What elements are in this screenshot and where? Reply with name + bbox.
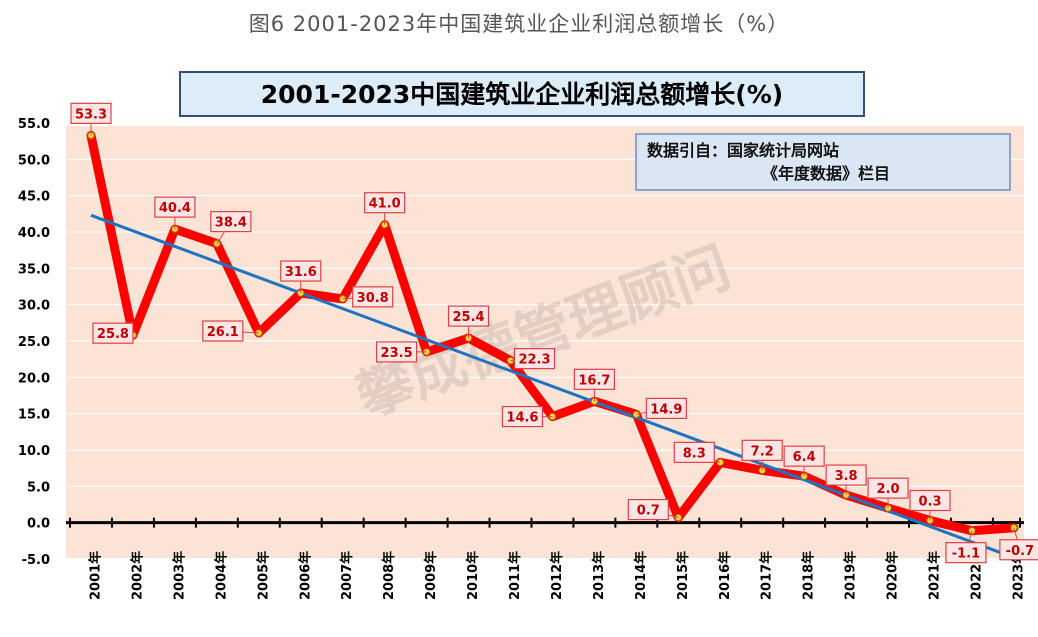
y-tick-label: 40.0 xyxy=(18,226,50,241)
x-tick-label: 2004年 xyxy=(213,551,229,600)
x-tick-label: 2002年 xyxy=(129,551,145,600)
trendline-arrow xyxy=(90,213,1017,561)
data-label-box xyxy=(645,397,687,419)
y-tick-label: 50.0 xyxy=(18,153,50,168)
data-label: 40.4 xyxy=(159,201,191,216)
data-label: 14.6 xyxy=(506,411,538,426)
data-label-box xyxy=(867,477,909,499)
data-point xyxy=(1010,524,1018,532)
data-label: -0.7 xyxy=(1006,544,1034,559)
x-tick-label: 2017年 xyxy=(759,551,775,600)
y-tick-label: 30.0 xyxy=(18,299,50,314)
data-label-box xyxy=(945,542,987,564)
x-tick-label: 2005年 xyxy=(255,551,271,600)
data-point xyxy=(968,526,976,535)
data-label-box xyxy=(573,368,616,390)
data-label: 30.8 xyxy=(357,291,389,306)
x-tick-label: 2019年 xyxy=(843,551,859,600)
data-label-box xyxy=(741,439,783,461)
data-label-box xyxy=(376,341,418,363)
chart-title-box: 2001-2023中国建筑业企业利润总额增长(%) xyxy=(179,71,865,117)
data-label-box xyxy=(210,211,252,233)
data-label: 3.8 xyxy=(835,469,858,484)
data-label-box xyxy=(92,322,134,344)
x-tick-label: 2009年 xyxy=(423,551,439,600)
chart-svg: 55.0 50.0 45.0 40.0 35.0 30.0 25.0 20.0 15.0 10.0… xyxy=(18,71,1038,600)
x-tick-label: 2014年 xyxy=(633,551,649,600)
y-tick-label: 10.0 xyxy=(18,444,50,459)
data-label: -1.1 xyxy=(952,547,980,562)
x-tick-label: 2021年 xyxy=(927,551,943,600)
data-label-box xyxy=(352,286,394,308)
y-tick-label: 25.0 xyxy=(18,335,50,350)
data-label-box xyxy=(202,320,244,342)
x-tick-label: 2023年 xyxy=(1010,551,1026,600)
data-label-box xyxy=(825,464,867,486)
data-label: 0.3 xyxy=(918,494,941,509)
y-tick-label: 35.0 xyxy=(18,262,50,277)
data-label: 16.7 xyxy=(578,373,610,388)
y-tick-label: 5.0 xyxy=(27,480,50,495)
data-label-box xyxy=(513,348,556,370)
x-tick-label: 2020年 xyxy=(885,551,901,600)
data-label: 25.8 xyxy=(97,327,129,342)
data-label: 53.3 xyxy=(75,107,107,122)
data-label: 7.2 xyxy=(751,444,774,459)
data-labels: 53.3 25.8 40.4 38.4 26.1 31.6 30.8 41.0 23.5 25.4… xyxy=(70,102,1038,564)
data-label-box xyxy=(501,405,544,428)
y-tick-label: 0.0 xyxy=(27,517,50,532)
data-label-box xyxy=(70,102,112,124)
data-label-box xyxy=(999,539,1038,561)
data-label: 8.3 xyxy=(683,446,706,461)
source-note-line1: 数据引自：国家统计局网站 xyxy=(647,141,839,160)
chart-title: 2001-2023中国建筑业企业利润总额增长(%) xyxy=(261,80,783,109)
data-label-box xyxy=(627,498,669,521)
x-tick-label: 2010年 xyxy=(465,551,481,600)
y-tick-label: 55.0 xyxy=(18,117,50,132)
trendline xyxy=(90,213,1017,561)
x-tick-label: 2001年 xyxy=(88,551,104,600)
y-tick-label: 15.0 xyxy=(18,408,50,423)
data-label: 23.5 xyxy=(381,346,413,361)
chart-container: 55.0 50.0 45.0 40.0 35.0 30.0 25.0 20.0 15.0 10.0… xyxy=(0,40,1038,633)
x-tick-label: 2012年 xyxy=(549,551,565,600)
x-tick-label: 2015年 xyxy=(675,551,691,600)
x-tick-label: 2008年 xyxy=(381,551,397,600)
y-tick-label: 20.0 xyxy=(18,371,50,386)
x-tick-label: 2006年 xyxy=(297,551,313,600)
data-label: 22.3 xyxy=(518,353,550,368)
figure-caption: 图6 2001-2023年中国建筑业企业利润总额增长（%） xyxy=(248,12,790,36)
data-label: 41.0 xyxy=(369,197,401,212)
data-label: 0.7 xyxy=(637,504,660,519)
data-label: 14.9 xyxy=(650,402,682,417)
data-label-box xyxy=(447,305,490,327)
data-label: 2.0 xyxy=(877,482,900,497)
y-tick-label: -5.0 xyxy=(22,553,50,568)
data-label: 26.1 xyxy=(207,325,239,340)
x-tick-label: 2016年 xyxy=(717,551,733,600)
source-note: 数据引自：国家统计局网站 《年度数据》栏目 xyxy=(635,133,1011,191)
x-tick-label: 2013年 xyxy=(591,551,607,600)
data-label: 38.4 xyxy=(215,216,247,231)
y-tick-label: 45.0 xyxy=(18,190,50,205)
gridlines xyxy=(68,122,1024,560)
data-label-box xyxy=(154,196,196,218)
data-label-box xyxy=(909,489,951,512)
data-label: 6.4 xyxy=(793,450,816,465)
data-label-box xyxy=(364,192,406,214)
data-label-box xyxy=(673,441,715,463)
x-tick-label: 2011年 xyxy=(507,551,523,600)
data-label: 31.6 xyxy=(285,265,317,280)
x-tick-label: 2003年 xyxy=(171,551,187,600)
data-label-box xyxy=(783,445,825,467)
source-note-line2: 《年度数据》栏目 xyxy=(762,164,890,183)
data-label: 25.4 xyxy=(453,310,485,325)
x-tick-label: 2007年 xyxy=(339,551,355,600)
data-label-box xyxy=(280,260,322,282)
y-axis-ticks: 55.0 50.0 45.0 40.0 35.0 30.0 25.0 20.0 15.0 10.0… xyxy=(18,117,50,568)
x-tick-label: 2018年 xyxy=(801,551,817,600)
